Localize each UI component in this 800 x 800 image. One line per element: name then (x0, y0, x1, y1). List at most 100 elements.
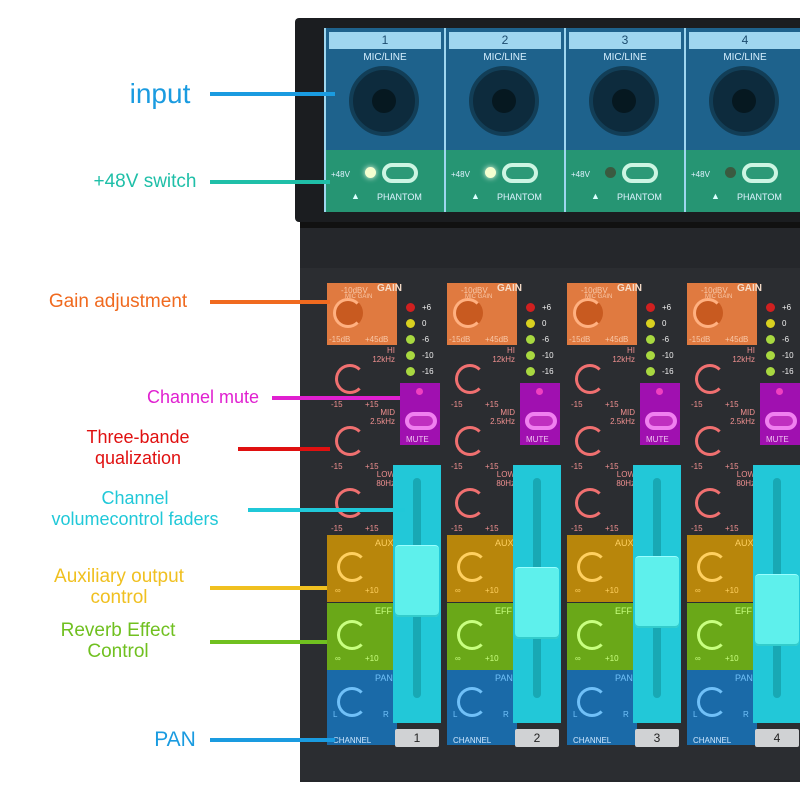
aux-label: AUX (615, 538, 634, 548)
gain-mic-gain-label: MIC GAIN (585, 294, 613, 300)
eff-knob[interactable] (337, 620, 367, 650)
gain-knob[interactable] (573, 298, 603, 328)
channel-number: 3 (635, 729, 679, 747)
eq-hi-min: -15 (691, 400, 703, 409)
eq-mid-knob[interactable] (455, 426, 485, 456)
aux-knob[interactable] (697, 552, 727, 582)
channel-number: 4 (755, 729, 799, 747)
eq-hi-max: +15 (725, 400, 739, 409)
warning-icon: ▲ (711, 191, 720, 201)
eff-min: ∞ (335, 654, 341, 663)
eq-mid-max: +15 (725, 462, 739, 471)
eq-mid-knob[interactable] (695, 426, 725, 456)
pan-knob[interactable] (577, 687, 607, 717)
fader-cap[interactable] (755, 573, 799, 646)
eff-label: EFF (735, 606, 752, 616)
annotation-leader-line (210, 180, 330, 184)
gain-knob[interactable] (333, 298, 363, 328)
eq-hi-label: HI 12kHz (372, 346, 395, 364)
fader-cap[interactable] (395, 545, 439, 617)
aux-knob[interactable] (457, 552, 487, 582)
mute-switch[interactable] (405, 412, 437, 430)
eff-max: +10 (725, 654, 739, 663)
channel-header: 2 (449, 32, 561, 49)
eq-low-knob[interactable] (335, 488, 365, 518)
jack-center-icon (732, 89, 756, 113)
fader-cap[interactable] (515, 567, 559, 639)
mute-label: MUTE (646, 435, 669, 444)
channel-header: 3 (569, 32, 681, 49)
gain-mic-gain-label: MIC GAIN (345, 294, 373, 300)
eq-mid-min: -15 (691, 462, 703, 471)
meter-level: -16 (542, 367, 554, 376)
pan-knob[interactable] (337, 687, 367, 717)
eq-hi-knob[interactable] (575, 364, 605, 394)
eq-mid-knob[interactable] (335, 426, 365, 456)
meter-level: -6 (782, 335, 790, 344)
meter-led (646, 351, 655, 360)
annotation-leader-line (210, 640, 327, 644)
eq-low-knob[interactable] (695, 488, 725, 518)
eq-low-knob[interactable] (575, 488, 605, 518)
meter-level: 0 (422, 319, 427, 328)
eq-hi-max: +15 (485, 400, 499, 409)
mute-switch[interactable] (765, 412, 797, 430)
pan-right: R (503, 710, 509, 719)
eq-low-knob[interactable] (455, 488, 485, 518)
meter-level: +6 (422, 303, 432, 312)
phantom-switch[interactable] (622, 163, 658, 183)
eff-knob[interactable] (697, 620, 727, 650)
pan-knob[interactable] (697, 687, 727, 717)
eff-label: EFF (615, 606, 632, 616)
meter-level: +6 (782, 303, 792, 312)
gain-min: -15dB (569, 335, 591, 344)
mute-switch[interactable] (525, 412, 557, 430)
aux-knob[interactable] (577, 552, 607, 582)
meter-led (406, 351, 415, 360)
aux-min: ∞ (335, 586, 341, 595)
phantom-overlay (444, 150, 564, 212)
meter-led (766, 319, 775, 328)
eq-mid-knob[interactable] (575, 426, 605, 456)
gain-knob[interactable] (693, 298, 723, 328)
meter-led (526, 367, 535, 376)
phantom-switch[interactable] (382, 163, 418, 183)
meter-led (406, 319, 415, 328)
meter-led (526, 351, 535, 360)
meter-led (406, 367, 415, 376)
eff-knob[interactable] (577, 620, 607, 650)
eq-hi-knob[interactable] (695, 364, 725, 394)
eq-hi-knob[interactable] (455, 364, 485, 394)
phantom-voltage: +48V (331, 170, 350, 179)
phantom-switch[interactable] (502, 163, 538, 183)
phantom-led (485, 167, 496, 178)
phantom-voltage: +48V (691, 170, 710, 179)
eq-mid-min: -15 (451, 462, 463, 471)
meter-level: -6 (422, 335, 430, 344)
phantom-led (605, 167, 616, 178)
eq-mid-min: -15 (571, 462, 583, 471)
pan-label: PAN (495, 673, 513, 683)
gain-ref: -10dBV (461, 286, 488, 295)
annotation-leader-line (210, 92, 335, 96)
jack-center-icon (492, 89, 516, 113)
input-label: MIC/LINE (363, 52, 407, 63)
eq-low-min: -15 (571, 524, 583, 533)
gain-max: +45dB (725, 335, 749, 344)
aux-min: ∞ (695, 586, 701, 595)
eq-mid-label: MID 2.5kHz (370, 408, 395, 426)
gain-knob[interactable] (453, 298, 483, 328)
warning-icon: ▲ (471, 191, 480, 201)
phantom-switch[interactable] (742, 163, 778, 183)
pan-knob[interactable] (457, 687, 487, 717)
annotation-label: PAN (154, 728, 196, 751)
eq-mid-label: MID 2.5kHz (490, 408, 515, 426)
meter-level: -10 (542, 351, 554, 360)
phantom-overlay (684, 150, 800, 212)
fader-cap[interactable] (635, 556, 679, 628)
eff-knob[interactable] (457, 620, 487, 650)
eq-hi-knob[interactable] (335, 364, 365, 394)
mute-switch[interactable] (645, 412, 677, 430)
aux-max: +10 (365, 586, 379, 595)
aux-knob[interactable] (337, 552, 367, 582)
